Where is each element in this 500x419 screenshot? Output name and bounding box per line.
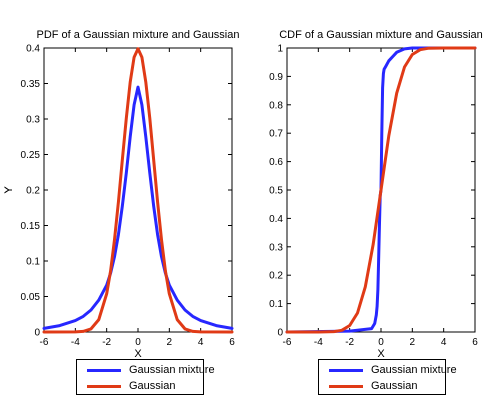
- y-tick-label: 0.1: [26, 257, 40, 268]
- y-tick-label: 0.4: [269, 214, 283, 225]
- x-tick-label: 6: [229, 337, 235, 348]
- y-tick-label: 0.2: [269, 271, 283, 282]
- y-tick-label: 0.7: [269, 129, 283, 140]
- legend-label-gaussian: Gaussian: [371, 380, 418, 392]
- chart-title: PDF of a Gaussian mixture and Gaussian: [37, 29, 240, 41]
- x-tick-label: 4: [441, 337, 447, 348]
- legend-entry-gaussian: Gaussian: [319, 378, 445, 394]
- legend-label-gaussian-mixture: Gaussian mixture: [371, 364, 457, 376]
- y-tick-label: 0.35: [21, 79, 41, 90]
- pdf-plot: PDF of a Gaussian mixture and Gaussian -6…: [3, 29, 239, 360]
- x-tick-label: 0: [378, 337, 384, 348]
- y-tick-label: 0.2: [26, 186, 40, 197]
- y-tick-label: 0: [277, 328, 283, 339]
- x-tick-label: 6: [472, 337, 478, 348]
- y-tick-label: 0.15: [21, 221, 41, 232]
- series-line-gaussian: [285, 46, 477, 334]
- x-tick-label: -6: [40, 337, 49, 348]
- legend-swatch-gaussian: [329, 385, 363, 388]
- y-tick-label: 0.5: [269, 186, 283, 197]
- legend-swatch-gaussian-mixture: [87, 369, 121, 372]
- x-tick-label: -4: [314, 337, 323, 348]
- x-tick-label: -2: [345, 337, 354, 348]
- plot-area: [43, 47, 233, 333]
- y-axis-label: Y: [3, 186, 15, 194]
- legend-swatch-gaussian-mixture: [329, 369, 363, 372]
- y-tick-label: 0.05: [21, 292, 41, 303]
- y-tick-label: 0.3: [26, 115, 40, 126]
- y-axis-label: Y: [3, 186, 15, 194]
- legend-swatch-gaussian: [87, 385, 121, 388]
- pdf-legend: Gaussian mixture Gaussian: [76, 359, 215, 395]
- y-tick-label: 0.9: [269, 72, 283, 83]
- x-tick-label: -6: [283, 337, 292, 348]
- y-tick-label: 0.6: [269, 157, 283, 168]
- x-axis-label: X: [134, 348, 142, 360]
- series-line-gaussian-mixture: [42, 85, 234, 330]
- legend-entry-gaussian: Gaussian: [77, 378, 203, 394]
- y-tick-label: 0.1: [269, 299, 283, 310]
- y-tick-label: 0.4: [26, 44, 40, 55]
- y-tick-label: 0: [34, 328, 40, 339]
- cdf-legend: Gaussian mixture Gaussian: [318, 359, 457, 395]
- series-line-gaussian: [42, 47, 234, 334]
- y-tick-label: 0.25: [21, 150, 41, 161]
- chart-title: CDF of a Gaussian mixture and Gaussian: [279, 29, 483, 41]
- x-tick-label: 4: [198, 337, 204, 348]
- cdf-plot: CDF of a Gaussian mixture and Gaussian -6…: [3, 29, 483, 360]
- y-tick-label: 1: [277, 44, 283, 55]
- legend-label-gaussian: Gaussian: [129, 380, 176, 392]
- legend-entry-gaussian-mixture: Gaussian mixture: [319, 362, 457, 378]
- x-tick-label: 0: [135, 337, 141, 348]
- y-tick-label: 0.3: [269, 242, 283, 253]
- x-tick-label: -2: [102, 337, 111, 348]
- x-tick-label: 2: [410, 337, 416, 348]
- x-tick-label: 2: [167, 337, 173, 348]
- x-axis-label: X: [377, 348, 385, 360]
- legend-entry-gaussian-mixture: Gaussian mixture: [77, 362, 215, 378]
- series-line-gaussian-mixture: [285, 46, 477, 334]
- legend-label-gaussian-mixture: Gaussian mixture: [129, 364, 215, 376]
- x-tick-label: -4: [71, 337, 80, 348]
- y-tick-label: 0.8: [269, 100, 283, 111]
